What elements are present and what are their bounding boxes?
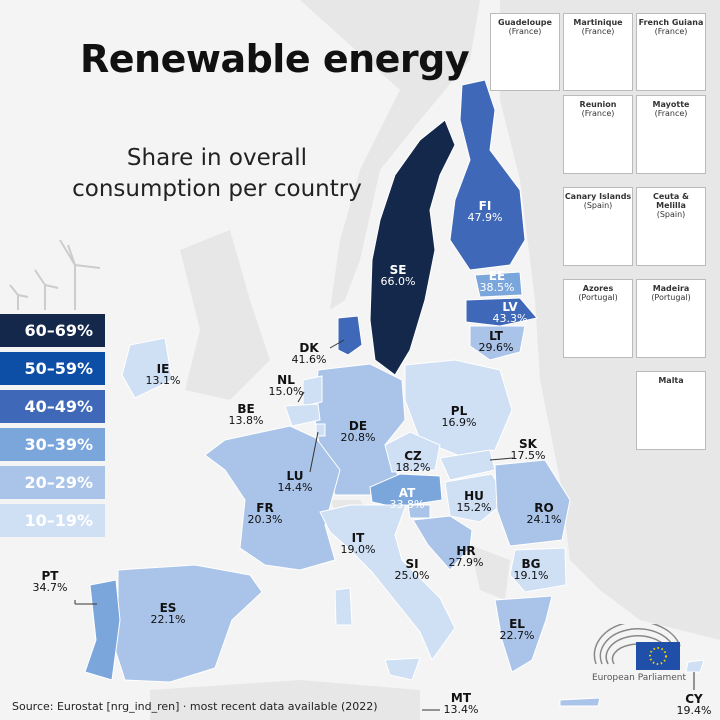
label-SE: SE 66.0%	[380, 263, 416, 288]
label-LU: LU 14.4%	[277, 469, 313, 494]
logo-text: European Parliament	[592, 673, 687, 683]
legend-item: 10–19%	[0, 504, 105, 537]
country-FR[interactable]	[204, 425, 341, 571]
legend: 60–69% 50–59% 40–49% 30–39% 20–29% 10–19…	[0, 314, 105, 542]
country-HU[interactable]	[444, 473, 508, 523]
label-CZ: CZ 18.2%	[395, 449, 431, 474]
country-HR[interactable]	[412, 515, 473, 571]
label-LV: LV 43.3%	[492, 300, 528, 325]
label-DE: DE 20.8%	[340, 419, 376, 444]
country-IE[interactable]	[121, 337, 173, 399]
label-BE: BE 13.8%	[228, 402, 264, 427]
source-note: Source: Eurostat [nrg_ind_ren] · most re…	[12, 700, 378, 713]
page-title: Renewable energy	[80, 37, 470, 81]
label-BG: BG 19.1%	[513, 557, 549, 582]
label-EL: EL 22.7%	[499, 617, 535, 642]
country-CY[interactable]	[685, 659, 705, 673]
label-ES: ES 22.1%	[150, 601, 186, 626]
country-EE[interactable]	[474, 271, 523, 298]
country-LT[interactable]	[469, 325, 526, 361]
label-FR: FR 20.3%	[247, 501, 283, 526]
label-DK: DK 41.6%	[291, 341, 327, 366]
label-IE: IE 13.1%	[145, 362, 181, 387]
country-BG[interactable]	[509, 547, 567, 593]
country-EL[interactable]	[494, 595, 553, 673]
country-NL[interactable]	[302, 375, 323, 407]
legend-item: 60–69%	[0, 314, 105, 347]
country-AT[interactable]	[369, 473, 443, 508]
label-NL: NL 15.0%	[268, 373, 304, 398]
inset-canary-islands: Canary Islands (Spain)	[563, 187, 633, 266]
country-IT[interactable]	[319, 504, 456, 662]
label-AT: AT 33.8%	[389, 486, 425, 511]
label-SI: SI 25.0%	[394, 557, 430, 582]
inset-martinique: Martinique (France)	[563, 13, 633, 91]
country-RO[interactable]	[494, 459, 571, 547]
country-SE[interactable]	[369, 119, 456, 376]
label-SK: SK 17.5%	[510, 437, 546, 462]
country-FI[interactable]	[449, 79, 526, 271]
label-HU: HU 15.2%	[456, 489, 492, 514]
country-PT[interactable]	[84, 579, 121, 681]
country-IT-sardinia[interactable]	[334, 587, 353, 626]
inset-ceuta-melilla: Ceuta & Melilla (Spain)	[636, 187, 706, 266]
country-CZ[interactable]	[384, 431, 441, 473]
country-ES[interactable]	[111, 564, 263, 683]
label-LT: LT 29.6%	[478, 329, 514, 354]
country-LV[interactable]	[465, 297, 538, 327]
country-DK[interactable]	[337, 315, 363, 356]
label-FI: FI 47.9%	[467, 199, 503, 224]
legend-item: 20–29%	[0, 466, 105, 499]
inset-madeira: Madeira (Portugal)	[636, 279, 706, 358]
country-PL[interactable]	[404, 359, 513, 457]
inset-mayotte: Mayotte (France)	[636, 95, 706, 174]
label-HR: HR 27.9%	[448, 544, 484, 569]
inset-french-guiana: French Guiana (France)	[636, 13, 706, 91]
label-PL: PL 16.9%	[441, 404, 477, 429]
country-IT-sicily[interactable]	[384, 657, 421, 681]
inset-azores: Azores (Portugal)	[563, 279, 633, 358]
label-RO: RO 24.1%	[526, 501, 562, 526]
page-subtitle: Share in overall consumption per country	[72, 145, 362, 202]
legend-item: 50–59%	[0, 352, 105, 385]
legend-item: 40–49%	[0, 390, 105, 423]
label-IT: IT 19.0%	[340, 531, 376, 556]
country-BE[interactable]	[284, 403, 321, 427]
label-CY: CY 19.4%	[676, 692, 712, 717]
inset-guadeloupe: Guadeloupe (France)	[490, 13, 560, 91]
label-EE: EE 38.5%	[479, 269, 515, 294]
country-EL-crete[interactable]	[559, 697, 601, 707]
legend-item: 30–39%	[0, 428, 105, 461]
inset-malta: Malta	[636, 371, 706, 450]
label-MT: MT 13.4%	[443, 691, 479, 716]
leader-lines	[74, 339, 695, 711]
inset-reunion: Reunion (France)	[563, 95, 633, 174]
label-PT: PT 34.7%	[32, 569, 68, 594]
european-parliament-logo	[593, 624, 681, 670]
wind-turbines-icon	[9, 239, 101, 310]
